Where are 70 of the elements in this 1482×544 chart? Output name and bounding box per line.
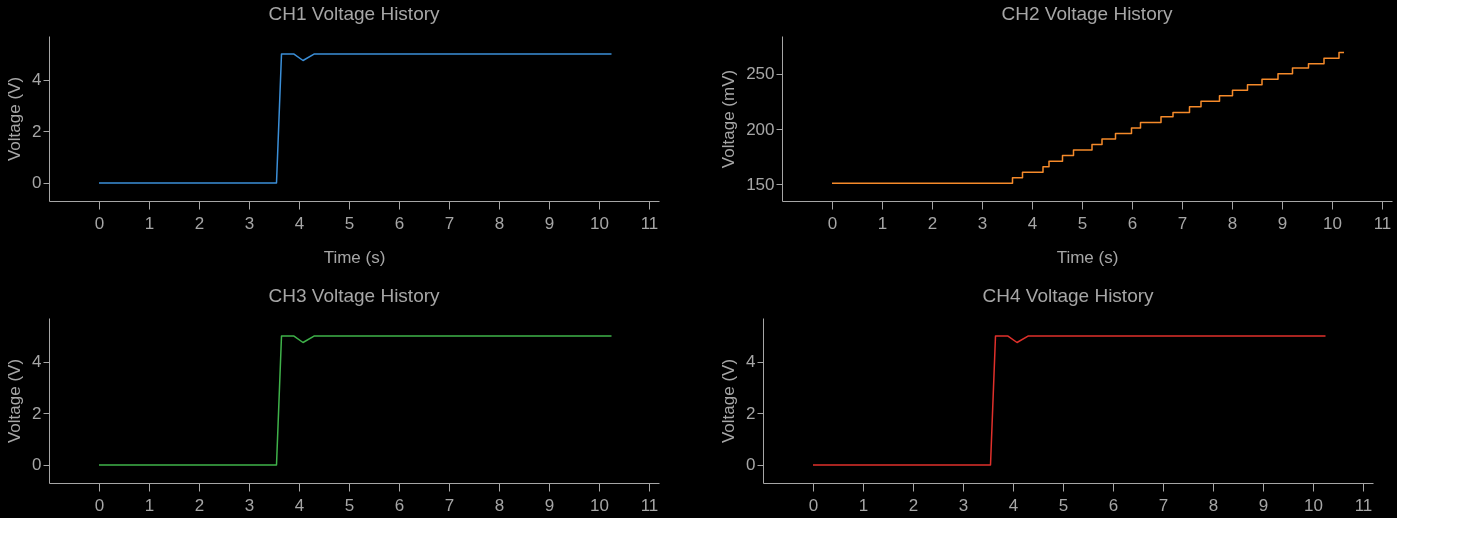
x-tick-label: 2 — [194, 213, 205, 233]
x-tick-label: 5 — [344, 495, 355, 515]
y-tick-label: 0 — [746, 455, 756, 475]
y-tick-label: 250 — [746, 64, 775, 84]
y-tick-label: 4 — [746, 352, 756, 372]
y-tick-label: 2 — [32, 403, 42, 423]
x-tick-label: 10 — [590, 495, 609, 515]
x-tick-label: 8 — [494, 213, 505, 233]
x-tick-label: 6 — [394, 213, 405, 233]
x-tick-label: 7 — [444, 213, 455, 233]
x-tick-label: 9 — [1277, 213, 1288, 233]
x-tick-label: 0 — [94, 213, 105, 233]
x-tick-label: 1 — [144, 213, 155, 233]
x-tick-label: 10 — [590, 213, 609, 233]
y-tick-label: 0 — [32, 455, 42, 475]
x-tick-label: 8 — [1227, 213, 1238, 233]
x-tick-label: 1 — [858, 495, 869, 515]
x-tick-label: 1 — [877, 213, 888, 233]
chart-title: CH4 Voltage History — [982, 285, 1155, 306]
y-tick-label: 4 — [32, 70, 42, 90]
chart-title: CH1 Voltage History — [268, 3, 441, 24]
x-tick-label: 11 — [640, 495, 659, 515]
x-tick-label: 9 — [544, 495, 555, 515]
x-tick-label: 8 — [1208, 495, 1219, 515]
x-tick-label: 9 — [1258, 495, 1269, 515]
y-axis-title: Voltage (V) — [5, 358, 25, 444]
x-tick-label: 3 — [977, 213, 988, 233]
x-tick-label: 5 — [344, 213, 355, 233]
x-tick-label: 4 — [294, 495, 305, 515]
x-tick-label: 0 — [808, 495, 819, 515]
x-tick-label: 11 — [1373, 213, 1392, 233]
x-tick-label: 2 — [908, 495, 919, 515]
x-tick-label: 0 — [827, 213, 838, 233]
x-axis-title: Time (s) — [323, 247, 386, 267]
y-tick-label: 0 — [32, 173, 42, 193]
x-tick-label: 3 — [244, 495, 255, 515]
chart-title: CH3 Voltage History — [268, 285, 441, 306]
y-axis-title: Voltage (mV) — [719, 69, 739, 169]
chart-title: CH2 Voltage History — [1001, 3, 1174, 24]
x-tick-label: 4 — [294, 213, 305, 233]
x-tick-label: 3 — [958, 495, 969, 515]
x-tick-label: 8 — [494, 495, 505, 515]
x-tick-label: 2 — [927, 213, 938, 233]
y-axis-title: Voltage (V) — [5, 76, 25, 162]
x-tick-label: 0 — [94, 495, 105, 515]
x-tick-label: 6 — [1127, 213, 1138, 233]
x-axis-title: Time (s) — [1056, 247, 1119, 267]
y-tick-label: 2 — [746, 403, 756, 423]
x-tick-label: 11 — [640, 213, 659, 233]
x-tick-label: 9 — [544, 213, 555, 233]
x-tick-label: 4 — [1027, 213, 1038, 233]
x-tick-label: 7 — [1177, 213, 1188, 233]
x-tick-label: 11 — [1354, 495, 1373, 515]
x-tick-label: 6 — [1108, 495, 1119, 515]
x-tick-label: 5 — [1077, 213, 1088, 233]
y-axis-title: Voltage (V) — [719, 358, 739, 444]
y-tick-label: 150 — [746, 174, 775, 194]
x-tick-label: 7 — [444, 495, 455, 515]
x-tick-label: 6 — [394, 495, 405, 515]
x-tick-label: 10 — [1323, 213, 1342, 233]
x-tick-label: 4 — [1008, 495, 1019, 515]
x-tick-label: 2 — [194, 495, 205, 515]
y-tick-label: 200 — [746, 119, 775, 139]
x-tick-label: 3 — [244, 213, 255, 233]
x-tick-label: 7 — [1158, 495, 1169, 515]
x-tick-label: 1 — [144, 495, 155, 515]
x-tick-label: 10 — [1304, 495, 1323, 515]
y-tick-label: 4 — [32, 352, 42, 372]
y-tick-label: 2 — [32, 121, 42, 141]
x-tick-label: 5 — [1058, 495, 1069, 515]
